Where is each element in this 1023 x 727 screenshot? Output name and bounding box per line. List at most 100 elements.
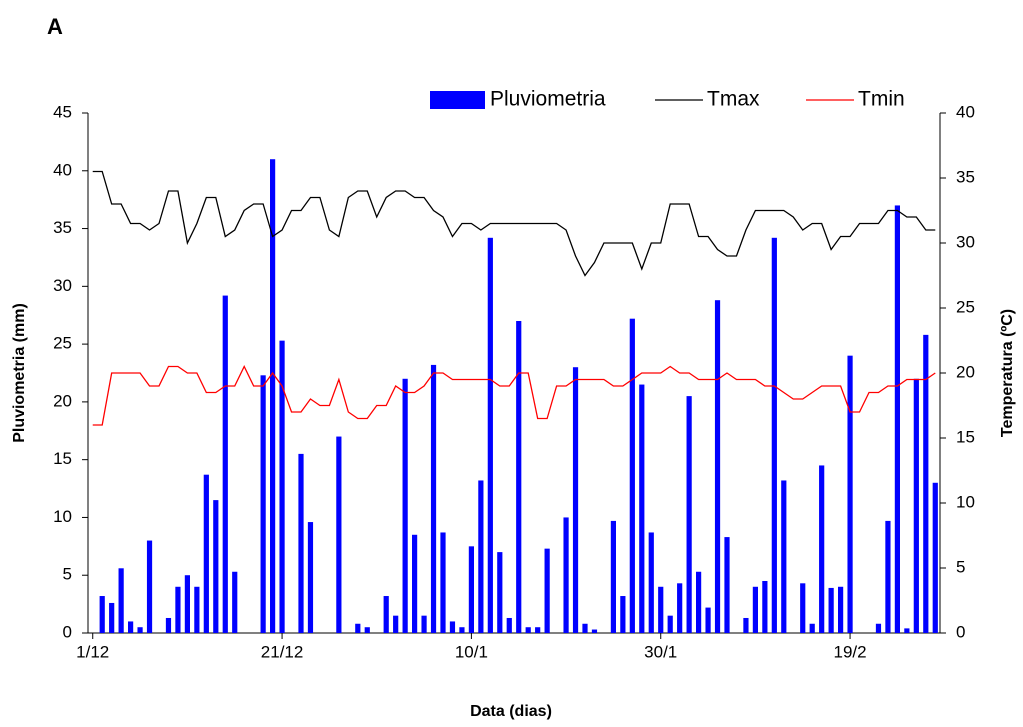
y2-tick-label: 30 xyxy=(956,232,975,251)
bar xyxy=(402,378,408,633)
bar xyxy=(648,532,654,633)
bar xyxy=(762,581,768,633)
y2-tick-label: 40 xyxy=(956,102,975,121)
bar xyxy=(838,586,844,633)
bar xyxy=(781,480,787,633)
bar xyxy=(544,548,550,633)
y2-tick-label: 20 xyxy=(956,362,975,381)
bar xyxy=(213,500,219,633)
bar xyxy=(705,607,711,633)
bar xyxy=(478,480,484,633)
bar xyxy=(724,537,730,633)
bar xyxy=(572,367,579,633)
bar xyxy=(383,596,389,633)
bar xyxy=(118,568,124,633)
bar xyxy=(487,237,493,634)
y2-tick-label: 5 xyxy=(956,557,965,576)
bar xyxy=(875,623,882,633)
bar xyxy=(582,623,588,633)
bar xyxy=(913,378,919,633)
y2-tick-label: 10 xyxy=(956,492,975,511)
bar xyxy=(828,587,834,633)
y-tick-label: 10 xyxy=(53,507,72,526)
bar xyxy=(535,627,541,633)
bar xyxy=(270,159,276,633)
bar xyxy=(355,623,361,633)
bar xyxy=(146,540,153,633)
bar xyxy=(752,586,758,633)
bar xyxy=(175,586,181,633)
y2-tick-label: 35 xyxy=(956,167,975,186)
bar xyxy=(506,617,512,633)
bar xyxy=(658,586,664,633)
bar xyxy=(203,474,209,633)
x-tick-label: 21/12 xyxy=(261,642,304,661)
y2-tick-label: 25 xyxy=(956,297,975,316)
bar xyxy=(923,334,929,633)
line xyxy=(92,170,936,277)
bar xyxy=(393,615,399,633)
y-tick-label: 0 xyxy=(63,622,72,641)
bar xyxy=(298,453,304,633)
bar xyxy=(468,546,474,633)
bar xyxy=(714,300,721,633)
y2-axis-title: Temperatura (ºC) xyxy=(999,309,1016,437)
bar xyxy=(667,615,673,633)
bar xyxy=(847,355,853,633)
legend-label: Pluviometria xyxy=(490,88,606,111)
y-tick-label: 40 xyxy=(53,160,72,179)
panel-label: A xyxy=(47,14,63,39)
bar xyxy=(440,532,446,633)
bar xyxy=(885,520,891,633)
y-tick-label: 35 xyxy=(53,218,72,237)
bar xyxy=(307,522,314,633)
bar xyxy=(610,520,616,633)
bar xyxy=(516,321,522,633)
bar xyxy=(232,571,238,633)
bar xyxy=(260,375,266,633)
legend-label: Tmax xyxy=(707,88,760,111)
y-tick-label: 45 xyxy=(53,102,72,121)
bar xyxy=(819,465,825,633)
y-axis-title: Pluviometria (mm) xyxy=(11,303,28,443)
bar xyxy=(184,575,190,633)
bar xyxy=(109,602,115,633)
x-tick-label: 30/1 xyxy=(644,642,677,661)
bar xyxy=(449,621,456,633)
bar xyxy=(364,627,370,633)
bar xyxy=(809,623,815,633)
x-tick-label: 1/12 xyxy=(76,642,109,661)
y-tick-label: 15 xyxy=(53,449,72,468)
bar xyxy=(686,396,692,633)
bar xyxy=(525,627,531,633)
bar xyxy=(696,571,702,633)
bar xyxy=(620,596,626,633)
bar xyxy=(430,364,437,633)
bar xyxy=(99,596,105,633)
x-axis-title: Data (dias) xyxy=(470,703,552,720)
legend-label: Tmin xyxy=(858,88,905,111)
bar xyxy=(591,629,598,633)
bar xyxy=(137,627,143,633)
y-tick-label: 20 xyxy=(53,391,72,410)
bar xyxy=(194,586,200,633)
y-tick-label: 30 xyxy=(53,276,72,295)
bar xyxy=(459,627,465,633)
line xyxy=(92,365,936,426)
bar xyxy=(128,621,134,633)
x-tick-label: 19/2 xyxy=(834,642,867,661)
bar xyxy=(279,340,285,633)
bar xyxy=(421,615,427,633)
bar xyxy=(497,552,503,633)
bar xyxy=(904,628,910,633)
bar xyxy=(800,583,806,633)
bar xyxy=(629,318,635,633)
bar xyxy=(412,534,418,633)
y-tick-label: 25 xyxy=(53,334,72,353)
bar xyxy=(222,295,228,633)
bar xyxy=(336,436,342,633)
bar xyxy=(165,617,172,633)
bar xyxy=(563,517,569,633)
x-tick-label: 10/1 xyxy=(455,642,488,661)
